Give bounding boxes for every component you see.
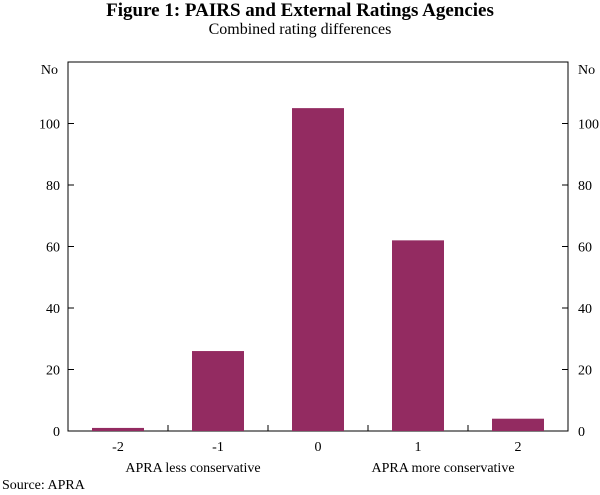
- y-tick-label-left: 20: [46, 364, 60, 379]
- y-tick-label-right: 0: [578, 425, 585, 440]
- x-tick-label: 1: [415, 440, 422, 455]
- y-tick-label-left: 0: [53, 425, 60, 440]
- x-annotation-left: APRA less conservative: [125, 461, 260, 476]
- bar--2: [92, 427, 144, 431]
- x-tick-label: -2: [112, 440, 124, 455]
- y-tick-label-left: 80: [46, 179, 60, 194]
- left-axis-unit: No: [41, 63, 58, 78]
- bar-2: [492, 418, 544, 431]
- x-tick-label: 2: [515, 440, 522, 455]
- x-tick-label: 0: [315, 440, 322, 455]
- right-axis-unit: No: [578, 63, 595, 78]
- bar-1: [392, 240, 444, 431]
- y-tick-label-left: 60: [46, 241, 60, 256]
- x-tick-label: -1: [212, 440, 224, 455]
- bar--1: [192, 351, 244, 431]
- source-note: Source: APRA: [2, 478, 85, 493]
- y-tick-label-right: 80: [578, 179, 592, 194]
- x-annotation-right: APRA more conservative: [371, 461, 514, 476]
- chart-title: Figure 1: PAIRS and External Ratings Age…: [106, 0, 494, 21]
- y-tick-label-right: 20: [578, 364, 592, 379]
- y-tick-label-left: 40: [46, 302, 60, 317]
- y-tick-label-left: 100: [39, 118, 60, 133]
- y-tick-label-right: 60: [578, 241, 592, 256]
- bar-0: [292, 108, 344, 431]
- chart-subtitle: Combined rating differences: [208, 21, 392, 38]
- y-tick-label-right: 100: [578, 118, 599, 133]
- y-tick-label-right: 40: [578, 302, 592, 317]
